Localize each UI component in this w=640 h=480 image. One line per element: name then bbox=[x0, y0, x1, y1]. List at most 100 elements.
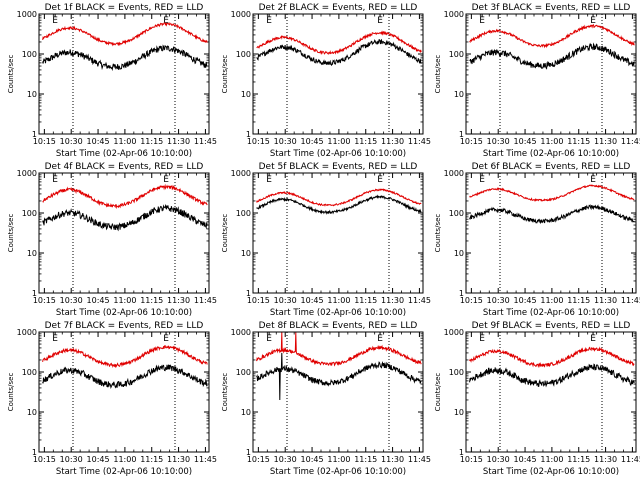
y-axis-label: Counts/sec bbox=[7, 55, 15, 94]
x-tick-label: 11:45 bbox=[621, 296, 640, 305]
x-tick-label: 10:30 bbox=[60, 137, 83, 146]
x-tick-label: 10:15 bbox=[33, 296, 56, 305]
chart-title: Det 6f BLACK = Events, RED = LLD bbox=[472, 162, 631, 172]
x-tick-label: 10:45 bbox=[87, 137, 110, 146]
y-tick-label: 100 bbox=[22, 50, 37, 59]
marker-label: E bbox=[377, 16, 383, 26]
marker-label: E bbox=[163, 334, 169, 344]
y-tick-label: 100 bbox=[449, 368, 464, 377]
series-line-events bbox=[256, 194, 422, 215]
y-tick-label: 1 bbox=[459, 448, 464, 457]
series-line-lld bbox=[256, 188, 422, 207]
x-tick-label: 11:15 bbox=[140, 296, 163, 305]
chart-title: Det 1f BLACK = Events, RED = LLD bbox=[45, 3, 204, 13]
x-tick-label: 11:45 bbox=[408, 296, 431, 305]
chart-panel-8: Det 8f BLACK = Events, RED = LLD Counts/s… bbox=[221, 321, 431, 477]
x-tick-label: 11:30 bbox=[381, 296, 404, 305]
chart-title: Det 7f BLACK = Events, RED = LLD bbox=[45, 321, 204, 331]
plot-frame bbox=[465, 331, 637, 453]
y-axis-label: Counts/sec bbox=[221, 55, 229, 94]
plot-frame bbox=[252, 13, 424, 135]
chart-panel-3: Det 3f BLACK = Events, RED = LLD Counts/s… bbox=[434, 3, 640, 159]
x-tick-label: 11:15 bbox=[567, 137, 590, 146]
marker-label: E bbox=[590, 334, 596, 344]
chart-panel-6: Det 6f BLACK = Events, RED = LLD Counts/s… bbox=[434, 162, 640, 318]
y-tick-label: 1 bbox=[459, 289, 464, 298]
x-tick-label: 10:30 bbox=[274, 137, 297, 146]
chart-title: Det 8f BLACK = Events, RED = LLD bbox=[259, 321, 418, 331]
x-tick-label: 10:45 bbox=[87, 455, 110, 464]
marker-label: E bbox=[163, 16, 169, 26]
x-tick-label: 11:45 bbox=[194, 296, 217, 305]
chart-panel-9: Det 9f BLACK = Events, RED = LLD Counts/s… bbox=[434, 321, 640, 477]
x-tick-label: 11:30 bbox=[167, 455, 190, 464]
series-line-events bbox=[256, 352, 422, 401]
x-axis-label: Start Time (02-Apr-06 10:10:00) bbox=[56, 467, 192, 477]
x-tick-label: 10:15 bbox=[33, 455, 56, 464]
x-tick-label: 11:00 bbox=[327, 137, 350, 146]
series-line-events bbox=[42, 203, 208, 232]
y-tick-label: 10 bbox=[454, 249, 464, 258]
x-tick-label: 10:45 bbox=[301, 455, 324, 464]
plot-frame bbox=[38, 331, 210, 453]
x-tick-label: 10:30 bbox=[487, 455, 510, 464]
y-tick-label: 1 bbox=[246, 289, 251, 298]
x-tick-label: 11:30 bbox=[594, 455, 617, 464]
x-tick-label: 10:15 bbox=[460, 296, 483, 305]
marker-label: E bbox=[590, 175, 596, 185]
x-axis-label: Start Time (02-Apr-06 10:10:00) bbox=[270, 467, 406, 477]
x-tick-label: 11:45 bbox=[621, 137, 640, 146]
x-tick-label: 11:15 bbox=[354, 137, 377, 146]
y-tick-label: 1000 bbox=[444, 328, 464, 337]
x-tick-label: 11:30 bbox=[594, 296, 617, 305]
marker-label: E bbox=[479, 334, 485, 344]
x-tick-label: 11:45 bbox=[408, 137, 431, 146]
x-axis-label: Start Time (02-Apr-06 10:10:00) bbox=[270, 149, 406, 159]
chart-panel-4: Det 4f BLACK = Events, RED = LLD Counts/s… bbox=[7, 162, 217, 318]
y-tick-label: 10 bbox=[241, 90, 251, 99]
series-line-lld bbox=[42, 183, 208, 210]
y-axis-label: Counts/sec bbox=[434, 55, 442, 94]
x-tick-label: 10:15 bbox=[460, 455, 483, 464]
y-tick-label: 1000 bbox=[231, 169, 251, 178]
x-tick-label: 10:45 bbox=[301, 296, 324, 305]
x-tick-label: 11:45 bbox=[194, 455, 217, 464]
x-axis-label: Start Time (02-Apr-06 10:10:00) bbox=[270, 308, 406, 318]
x-tick-label: 10:30 bbox=[274, 296, 297, 305]
x-tick-label: 11:45 bbox=[194, 137, 217, 146]
chart-panel-2: Det 2f BLACK = Events, RED = LLD Counts/s… bbox=[221, 3, 431, 159]
x-tick-label: 11:15 bbox=[354, 296, 377, 305]
series-line-events bbox=[42, 364, 208, 390]
y-tick-label: 10 bbox=[241, 408, 251, 417]
x-tick-label: 11:15 bbox=[567, 455, 590, 464]
series-line-lld bbox=[469, 346, 635, 368]
x-tick-label: 11:00 bbox=[540, 455, 563, 464]
x-axis-label: Start Time (02-Apr-06 10:10:00) bbox=[56, 149, 192, 159]
y-axis-label: Counts/sec bbox=[221, 373, 229, 412]
y-tick-label: 1 bbox=[32, 130, 37, 139]
marker-label: E bbox=[377, 175, 383, 185]
chart-title: Det 3f BLACK = Events, RED = LLD bbox=[472, 3, 631, 13]
series-line-lld bbox=[469, 184, 635, 202]
marker-label: E bbox=[266, 334, 272, 344]
marker-label: E bbox=[163, 175, 169, 185]
x-tick-label: 11:30 bbox=[167, 296, 190, 305]
series-line-events bbox=[469, 363, 635, 388]
x-tick-label: 11:15 bbox=[567, 296, 590, 305]
x-tick-label: 11:00 bbox=[113, 455, 136, 464]
x-tick-label: 10:45 bbox=[514, 296, 537, 305]
x-tick-label: 10:30 bbox=[487, 296, 510, 305]
x-tick-label: 11:15 bbox=[140, 137, 163, 146]
x-tick-label: 11:00 bbox=[327, 455, 350, 464]
y-tick-label: 1 bbox=[459, 130, 464, 139]
x-tick-label: 11:00 bbox=[540, 296, 563, 305]
x-tick-label: 11:45 bbox=[621, 455, 640, 464]
x-axis-label: Start Time (02-Apr-06 10:10:00) bbox=[483, 149, 619, 159]
x-tick-label: 10:30 bbox=[60, 455, 83, 464]
x-tick-label: 10:30 bbox=[487, 137, 510, 146]
y-tick-label: 1000 bbox=[444, 10, 464, 19]
chart-panel-5: Det 5f BLACK = Events, RED = LLD Counts/s… bbox=[221, 162, 431, 318]
y-tick-label: 10 bbox=[241, 249, 251, 258]
x-tick-label: 10:15 bbox=[460, 137, 483, 146]
